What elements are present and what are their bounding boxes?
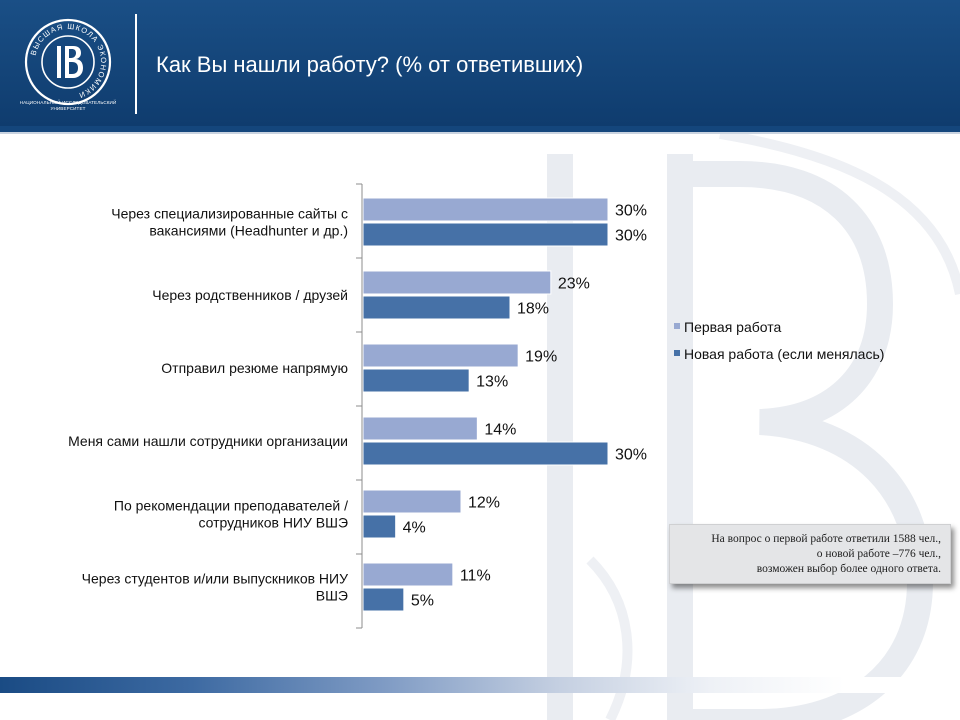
data-label-new-job-4: 4% — [403, 520, 426, 537]
data-label-first-job-4: 12% — [468, 495, 500, 512]
bar-new-job-0 — [362, 222, 609, 247]
header-stripe — [0, 126, 960, 132]
hse-logo-icon: ВЫСШАЯ ШКОЛА ЭКОНОМИКИ — [24, 18, 112, 106]
data-label-new-job-2: 13% — [476, 374, 508, 391]
bar-first-job-4 — [362, 489, 462, 514]
legend-swatch-first-job — [674, 323, 680, 329]
bar-new-job-1 — [362, 295, 511, 320]
data-label-new-job-0: 30% — [615, 228, 647, 245]
data-label-new-job-5: 5% — [411, 593, 434, 610]
header-stripe-light — [0, 132, 960, 134]
category-label-3-line-0: Меня сами нашли сотрудники организации — [68, 433, 348, 449]
category-label-1-line-0: Через родственников / друзей — [152, 287, 348, 303]
category-label-5-line-1: ВШЭ — [316, 588, 348, 604]
bar-new-job-4 — [362, 514, 397, 539]
bar-new-job-2 — [362, 368, 470, 393]
footnote-box: На вопрос о первой работе ответили 1588 … — [669, 524, 951, 584]
logo-caption-line1: НАЦИОНАЛЬНЫЙ ИССЛЕДОВАТЕЛЬСКИЙ — [19, 100, 117, 105]
category-label-0-line-0: Через специализированные сайты с — [111, 206, 348, 222]
category-label-4-line-0: По рекомендации преподавателей / — [114, 498, 348, 514]
bar-first-job-3 — [362, 416, 478, 441]
watermark-monogram-icon — [547, 134, 960, 720]
category-label-2-line-0: Отправил резюме напрямую — [161, 360, 348, 376]
logo-caption-line2: УНИВЕРСИТЕТ — [50, 106, 86, 111]
bar-new-job-3 — [362, 441, 609, 466]
bar-first-job-0 — [362, 197, 609, 222]
bar-new-job-5 — [362, 587, 405, 612]
logo-caption: НАЦИОНАЛЬНЫЙ ИССЛЕДОВАТЕЛЬСКИЙ УНИВЕРСИТ… — [12, 100, 124, 112]
data-label-first-job-3: 14% — [484, 422, 516, 439]
legend-label-new-job: Новая работа (если менялась) — [684, 346, 884, 362]
header-divider — [135, 14, 137, 114]
footnote-line-3: возможен выбор более одного ответа. — [756, 563, 941, 575]
category-label-0-line-1: вакансиями (Headhunter и др.) — [149, 223, 348, 239]
category-label-5-line-0: Через студентов и/или выпускников НИУ — [82, 571, 348, 587]
footnote-line-1: На вопрос о первой работе ответили 1588 … — [711, 533, 941, 545]
bar-first-job-5 — [362, 562, 454, 587]
legend-label-first-job: Первая работа — [684, 319, 781, 335]
category-label-4-line-1: сотрудников НИУ ВШЭ — [198, 515, 348, 531]
page-title: Как Вы нашли работу? (% от ответивших) — [156, 52, 584, 77]
footnote-line-2: о новой работе –776 чел., — [816, 548, 941, 560]
bottom-gradient-band — [0, 677, 960, 693]
data-label-new-job-3: 30% — [615, 447, 647, 464]
bar-first-job-1 — [362, 270, 552, 295]
data-label-first-job-2: 19% — [525, 349, 557, 366]
data-label-first-job-5: 11% — [460, 568, 491, 585]
bar-chart: 30% 30% Через специализированные сайты сва… — [68, 183, 884, 629]
data-label-first-job-0: 30% — [615, 203, 647, 220]
bar-first-job-2 — [362, 343, 519, 368]
data-label-new-job-1: 18% — [517, 301, 549, 318]
data-label-first-job-1: 23% — [558, 276, 590, 293]
legend-swatch-new-job — [674, 350, 680, 356]
header-bar — [0, 0, 960, 126]
